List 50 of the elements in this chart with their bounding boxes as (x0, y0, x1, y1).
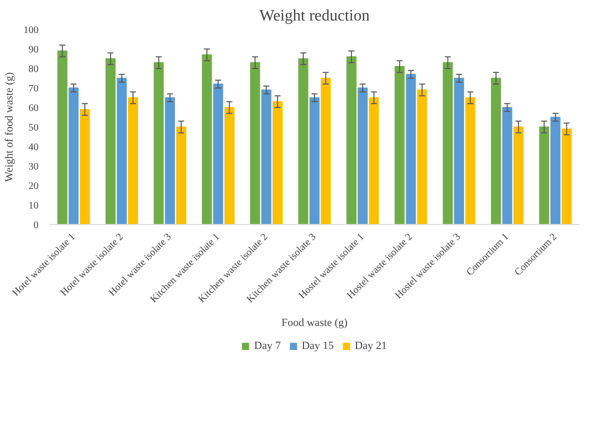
y-tick-label: 100 (24, 25, 38, 36)
bar (346, 56, 356, 224)
bar (176, 126, 186, 224)
bar (80, 108, 90, 224)
y-tick-label: 20 (28, 181, 38, 192)
bar (154, 62, 164, 224)
bar (106, 58, 116, 224)
bar (250, 62, 260, 224)
x-axis-title: Food waste (g) (282, 317, 348, 330)
bar (502, 107, 512, 224)
bar (202, 54, 212, 224)
bar (442, 62, 453, 224)
chart-title: Weight reduction (259, 8, 370, 24)
y-tick-label: 10 (28, 200, 38, 212)
bar (116, 78, 127, 224)
bar (213, 84, 224, 224)
bar (406, 74, 416, 224)
bar (539, 126, 550, 224)
bar (454, 78, 464, 224)
bar (261, 89, 272, 224)
legend-label: Day 21 (354, 340, 387, 352)
bar (164, 97, 175, 224)
bar (320, 78, 331, 224)
bar (465, 97, 476, 224)
bar (562, 128, 572, 224)
y-axis-title: Weight of food waste (g) (4, 72, 16, 182)
bar (272, 101, 283, 224)
bar (490, 78, 501, 224)
bar (57, 50, 68, 224)
bar (417, 89, 428, 224)
bar (310, 97, 320, 224)
legend-label: Day 15 (302, 340, 334, 352)
y-tick-label: 90 (28, 44, 38, 56)
legend-label: Day 7 (254, 340, 281, 352)
y-tick-label: 40 (28, 142, 38, 153)
y-tick-label: 50 (28, 122, 38, 134)
y-tick-label: 80 (28, 64, 38, 75)
bar (394, 66, 405, 224)
y-tick-label: 30 (28, 162, 38, 172)
y-tick-label: 70 (28, 84, 38, 94)
bar (358, 88, 368, 224)
bar (128, 97, 138, 224)
bar (368, 97, 379, 224)
y-tick-label: 60 (28, 103, 38, 114)
bar (550, 116, 560, 224)
y-tick-label: 0 (34, 220, 38, 231)
bar (68, 88, 79, 224)
bar (224, 107, 234, 224)
bar (298, 58, 308, 224)
bar (513, 126, 524, 224)
